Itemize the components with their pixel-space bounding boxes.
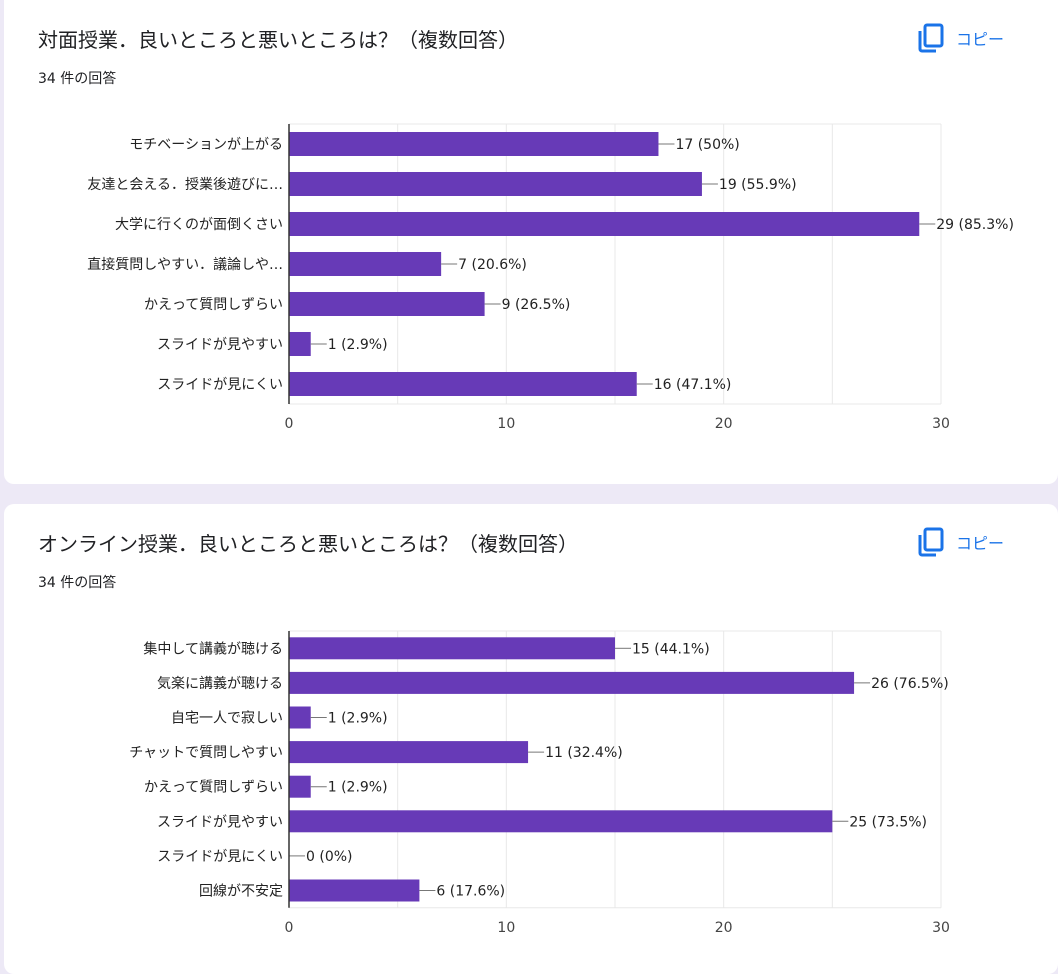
bar[interactable] [289, 372, 637, 396]
data-label: 9 (26.5%) [502, 297, 571, 313]
bar-chart: 集中して講義が聴ける 15 (44.1%) 気楽に講義が聴ける 26 (76.5%) 自… [129, 630, 950, 936]
copy-button-label: コピー [956, 30, 1005, 49]
x-tick-label: 30 [932, 920, 950, 936]
copy-icon [918, 23, 944, 53]
response-count: 34 件の回答 [38, 71, 117, 87]
copy-button[interactable]: コピー [918, 524, 1004, 560]
bar[interactable] [289, 741, 529, 764]
x-tick-label: 0 [285, 416, 294, 432]
bar[interactable] [289, 332, 311, 356]
data-label: 7 (20.6%) [458, 257, 527, 273]
x-tick-label: 30 [932, 416, 950, 432]
category-label: 大学に行くのが面倒くさい [115, 217, 283, 233]
bar[interactable] [289, 775, 311, 798]
data-label: 1 (2.9%) [328, 711, 388, 727]
category-label: スライドが見にくい [157, 849, 283, 865]
data-label: 26 (76.5%) [871, 676, 949, 692]
data-label: 11 (32.4%) [545, 745, 623, 761]
data-label: 1 (2.9%) [328, 780, 388, 796]
category-label: 気楽に講義が聴ける [157, 675, 283, 692]
data-label: 16 (47.1%) [654, 377, 732, 393]
data-label: 17 (50%) [675, 137, 739, 153]
copy-button-label: コピー [956, 534, 1005, 553]
category-label: かえって質問しずらい [144, 780, 283, 796]
x-tick-label: 20 [715, 416, 733, 432]
question-card: 対面授業．良いところと悪いところは？（複数回答） 34 件の回答 コピー モチベ… [4, 0, 1058, 484]
bar[interactable] [289, 637, 615, 660]
bar[interactable] [289, 671, 855, 694]
category-label: 自宅一人で寂しい [171, 711, 283, 727]
x-tick-label: 20 [715, 920, 733, 936]
question-title: 対面授業．良いところと悪いところは？（複数回答） [38, 28, 518, 52]
category-label: モチベーションが上がる [129, 137, 283, 153]
category-label: 直接質問しやすい．議論しや… [87, 256, 283, 273]
category-label: 集中して講義が聴ける [143, 640, 283, 657]
response-count: 34 件の回答 [38, 575, 117, 591]
data-label: 6 (17.6%) [436, 884, 505, 900]
category-label: かえって質問しずらい [144, 297, 283, 313]
bar[interactable] [289, 810, 833, 833]
category-label: スライドが見やすい [157, 337, 283, 353]
copy-button[interactable]: コピー [918, 20, 1004, 56]
data-label: 1 (2.9%) [328, 337, 388, 353]
category-label: スライドが見やすい [157, 814, 283, 830]
x-tick-label: 10 [497, 920, 515, 936]
data-label: 29 (85.3%) [936, 217, 1014, 233]
bar-chart: モチベーションが上がる 17 (50%) 友達と会える．授業後遊びに… 19 (55.… [87, 123, 1014, 432]
data-label: 15 (44.1%) [632, 641, 710, 657]
category-label: 回線が不安定 [199, 884, 283, 900]
data-label: 0 (0%) [306, 849, 353, 865]
bar[interactable] [289, 706, 311, 729]
question-card: オンライン授業．良いところと悪いところは？（複数回答） 34 件の回答 コピー … [4, 504, 1058, 974]
bar[interactable] [289, 212, 920, 236]
copy-icon [918, 527, 944, 557]
x-tick-label: 10 [497, 416, 515, 432]
question-title: オンライン授業．良いところと悪いところは？（複数回答） [38, 532, 578, 556]
category-label: チャットで質問しやすい [129, 745, 283, 761]
category-label: 友達と会える．授業後遊びに… [87, 177, 283, 193]
category-label: スライドが見にくい [157, 377, 283, 393]
data-label: 25 (73.5%) [849, 814, 927, 830]
x-tick-label: 0 [285, 920, 294, 936]
bar[interactable] [289, 292, 485, 316]
bar[interactable] [289, 879, 420, 902]
bar[interactable] [289, 252, 442, 276]
bar[interactable] [289, 172, 702, 196]
data-label: 19 (55.9%) [719, 177, 797, 193]
bar[interactable] [289, 132, 659, 156]
